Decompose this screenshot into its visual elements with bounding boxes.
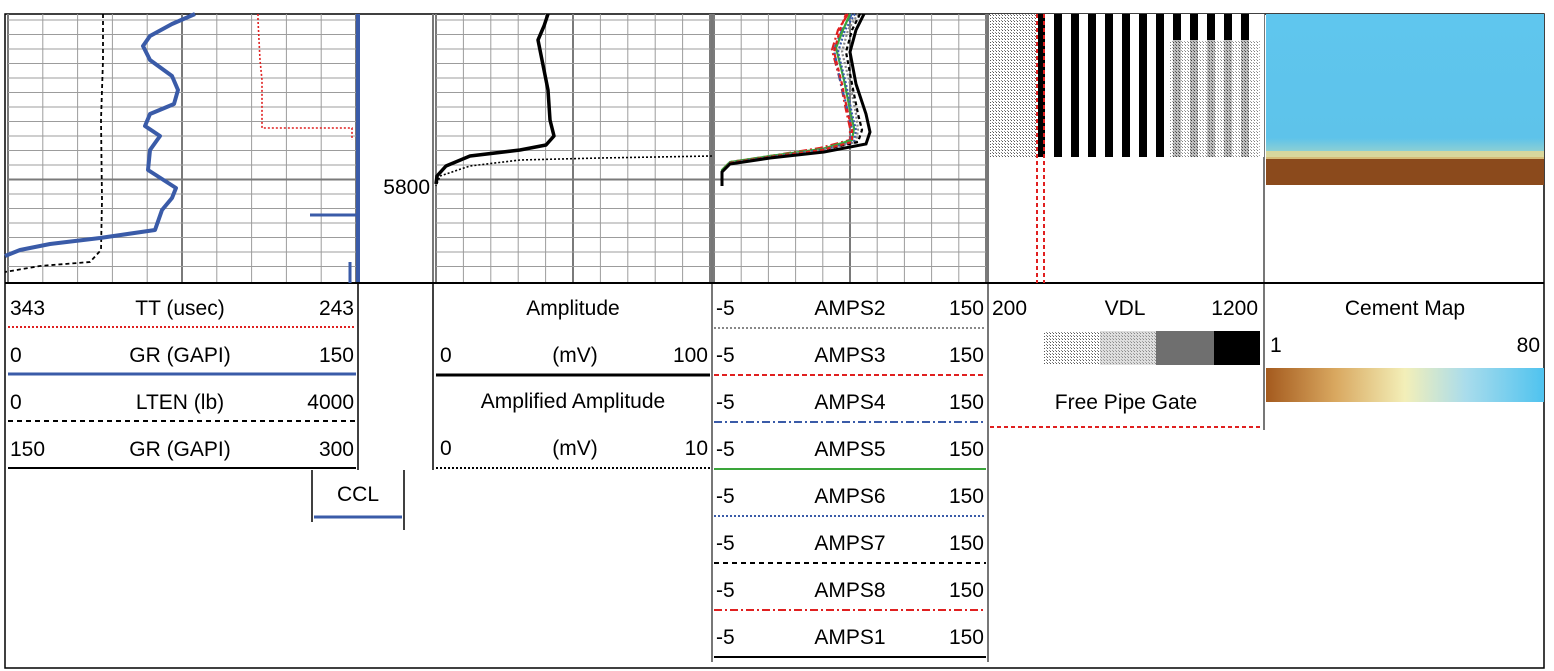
vdl-scale-bar	[1044, 331, 1260, 365]
curve-name: GR (GAPI)	[129, 344, 231, 367]
amps7-curve	[720, 13, 864, 186]
curve-name: AMPS4	[814, 391, 886, 414]
curve-name: LTEN (lb)	[135, 391, 225, 414]
curve-name: AMPS5	[814, 438, 886, 461]
vdl-name: VDL	[1104, 297, 1146, 320]
scale-min: -5	[716, 438, 735, 461]
amplified-amplitude-curve	[435, 155, 713, 187]
outer-frame	[4, 13, 1545, 669]
scale-max: 243	[318, 297, 354, 320]
scale-max: 150	[948, 344, 984, 367]
scale-min: -5	[716, 626, 735, 649]
scale-max: 150	[948, 532, 984, 555]
amps2-curve	[720, 13, 860, 186]
scale-unit: (mV)	[552, 437, 598, 460]
curve-name: AMPS8	[814, 579, 886, 602]
scale-max: 150	[948, 391, 984, 414]
amps3-curve	[720, 13, 854, 186]
curve-name: AMPS7	[814, 532, 886, 555]
scale-max: 150	[318, 344, 354, 367]
curve-name: GR (GAPI)	[129, 438, 231, 461]
curve-name: TT (usec)	[135, 297, 225, 320]
track3-grid	[435, 14, 711, 283]
scale-max: 10	[684, 437, 708, 460]
scale-max: 100	[672, 344, 708, 367]
depth-label: 5800	[383, 176, 430, 199]
vdl-min: 200	[992, 297, 1028, 320]
curve-name: AMPS2	[814, 297, 886, 320]
cement-title: Cement Map	[1344, 297, 1466, 320]
scale-min: 150	[10, 438, 46, 461]
cement-max: 80	[1516, 334, 1540, 357]
vdl-max: 1200	[1211, 297, 1258, 320]
amps6-curve	[720, 13, 858, 186]
cement-min: 1	[1270, 334, 1282, 357]
scale-min: 0	[10, 391, 22, 414]
track-title: Amplified Amplitude	[480, 390, 666, 413]
scale-min: -5	[716, 532, 735, 555]
scale-max: 150	[948, 579, 984, 602]
amps-curves	[720, 13, 872, 186]
scale-max: 150	[948, 485, 984, 508]
track-title: Amplitude	[526, 297, 620, 320]
amps1-curve	[720, 13, 872, 186]
scale-min: 0	[10, 344, 22, 367]
scale-max: 150	[948, 297, 984, 320]
amplitude-curve	[434, 13, 556, 185]
scale-max: 150	[948, 626, 984, 649]
scale-min: -5	[716, 391, 735, 414]
scale-min: -5	[716, 344, 735, 367]
scale-unit: (mV)	[552, 344, 598, 367]
curve-name: AMPS3	[814, 344, 886, 367]
lten-curve	[4, 14, 104, 273]
vdl-image	[990, 14, 1264, 283]
cement-map-image	[1266, 14, 1544, 185]
scale-min: -5	[716, 297, 735, 320]
cement-color-bar	[1266, 368, 1544, 402]
scale-max: 4000	[307, 391, 354, 414]
scale-min: -5	[716, 579, 735, 602]
scale-max: 150	[948, 438, 984, 461]
ccl-label: CCL	[336, 483, 379, 506]
free-pipe-gate-label: Free Pipe Gate	[1054, 391, 1198, 414]
scale-min: 0	[440, 344, 452, 367]
tt-curve	[257, 14, 353, 140]
gr-curve	[4, 12, 196, 258]
scale-min: 0	[440, 437, 452, 460]
scale-min: -5	[716, 485, 735, 508]
amps8-curve	[720, 13, 852, 186]
curve-name: AMPS6	[814, 485, 886, 508]
scale-max: 300	[318, 438, 354, 461]
curve-name: AMPS1	[814, 626, 886, 649]
scale-min: 343	[10, 297, 46, 320]
